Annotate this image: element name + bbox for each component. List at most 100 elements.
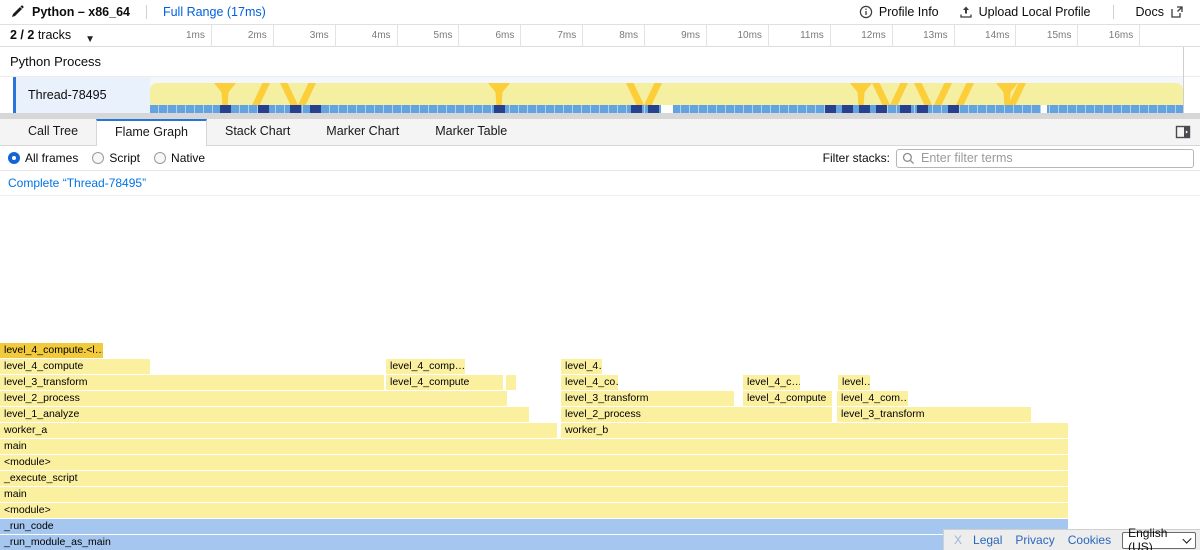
header-left: Python – x86_64 Full Range (17ms) [0,5,266,19]
docs-label: Docs [1135,5,1164,19]
cpu-dip-marker [872,83,890,105]
flame-frame[interactable]: _run_module_as_main [0,535,1068,550]
tracks-dropdown-arrow[interactable]: ▼ [85,34,95,45]
radio-native[interactable]: Native [154,151,205,165]
search-icon [902,152,915,165]
cpu-dip-marker [280,83,298,105]
cpu-dip-marker [934,83,952,105]
flame-frame[interactable]: level_4_compute [743,391,832,406]
footer-link-cookies[interactable]: Cookies [1067,533,1112,547]
radio-all-frames[interactable]: All frames [8,151,78,165]
flame-frame[interactable]: level_4_compute.<l… [0,343,103,358]
ruler-tick-label: 14ms [955,25,1017,47]
sample-segment-dark [310,105,321,113]
tracks-count-value: 2 / 2 [10,28,35,42]
flame-frame[interactable]: level… [838,375,870,390]
ruler-tick-label: 11ms [769,25,831,47]
panel-tabbar: Call Tree Flame Graph Stack Chart Marker Ch… [0,119,1200,146]
sidebar-toggle-icon[interactable] [1175,124,1191,140]
cpu-dip-marker [252,83,270,105]
thread-sample-strip[interactable] [150,105,1183,113]
ruler-tick-label: 7ms [521,25,584,47]
sample-segment-dark [648,105,659,113]
radio-script[interactable]: Script [92,151,140,165]
flame-frame[interactable]: level_4_co… [561,375,618,390]
filter-group: Filter stacks: [823,148,1194,168]
cpu-dip-marker [626,83,644,105]
flame-frame[interactable]: level_1_analyze [0,407,529,422]
language-select[interactable]: English (US) [1122,526,1196,550]
ruler-tick-label: 1ms [150,25,212,47]
profile-info-label: Profile Info [878,5,939,19]
profile-info-button[interactable]: Profile Info [853,3,945,21]
search-wrap [896,148,1194,168]
ruler-tick-label: 2ms [212,25,274,47]
flame-frame[interactable]: main [0,439,1068,454]
sample-gap [1041,105,1047,113]
cpu-dip-marker [214,83,236,105]
flame-frame[interactable]: worker_b [561,423,1068,438]
ruler-tick-label: 15ms [1016,25,1079,47]
timeline-ruler-row: 2 / 2 tracks ▼ 1ms 2ms 3ms 4ms 5ms 6ms 7ms 8ms 9… [0,25,1200,47]
cpu-dip-marker [956,83,974,105]
process-track-row[interactable]: Python Process [0,47,1200,77]
sample-segment-dark [220,105,231,113]
flame-frame[interactable]: level_4_com… [837,391,908,406]
flame-frame[interactable] [506,375,516,390]
tab-call-tree[interactable]: Call Tree [28,124,79,138]
sample-segment-dark [859,105,870,113]
thread-track-row[interactable]: Thread-78495 [0,77,1200,113]
cpu-dip-marker [850,83,872,105]
app-header: Python – x86_64 Full Range (17ms) Profil… [0,0,1200,25]
flame-frame[interactable]: level_2_process [0,391,507,406]
flame-graph-canvas[interactable]: level_4_compute.<l… level_4_compute level_… [0,196,1200,550]
flame-frame[interactable]: main [0,487,1068,502]
timeline-bottom-divider [0,113,1200,119]
radio-dot-icon [8,152,20,164]
tracks-right-edge [1183,47,1184,113]
footer-close-button[interactable]: X [954,533,963,547]
upload-profile-button[interactable]: Upload Local Profile [953,3,1097,21]
flame-frame[interactable]: level_2_process [561,407,832,422]
flame-frame[interactable]: level_4_comp… [386,359,465,374]
flame-frame[interactable]: level_3_transform [561,391,734,406]
full-range-link[interactable]: Full Range (17ms) [162,5,266,19]
thread-track-label-box[interactable]: Thread-78495 [13,77,150,113]
flame-frame[interactable]: level_3_transform [837,407,1031,422]
footer-link-legal[interactable]: Legal [973,533,1003,547]
flame-frame[interactable]: _execute_script [0,471,1068,486]
timeline-ruler: 1ms 2ms 3ms 4ms 5ms 6ms 7ms 8ms 9ms 10ms 11ms 12ms 1… [150,25,1141,47]
edit-pencil-icon[interactable] [10,5,24,19]
sample-segment-dark [948,105,959,113]
sample-gap [661,105,673,113]
header-divider-2 [1112,5,1114,19]
flame-frame[interactable]: level_4… [561,359,602,374]
tab-marker-table[interactable]: Marker Table [435,124,508,138]
flame-frame[interactable]: level_4_compute [386,375,503,390]
flame-frame[interactable]: _run_code [0,519,1068,534]
flame-frame[interactable]: level_4_c… [743,375,800,390]
flame-frame[interactable]: worker_a [0,423,557,438]
cpu-dip-marker [644,83,662,105]
process-track-label: Python Process [10,54,102,69]
info-icon [859,5,873,19]
tracks-count: 2 / 2 tracks ▼ [0,25,150,47]
breadcrumb-complete-thread[interactable]: Complete “Thread-78495” [8,176,147,190]
tab-flame-graph[interactable]: Flame Graph [96,119,207,146]
flame-frame[interactable]: level_4_compute [0,359,150,374]
flame-frame[interactable]: <module> [0,455,1068,470]
cpu-dip-marker [488,83,510,105]
docs-link[interactable]: Docs [1130,3,1190,21]
footer-link-privacy[interactable]: Privacy [1015,533,1055,547]
tab-stack-chart[interactable]: Stack Chart [224,124,291,138]
ruler-tick-label: 16ms [1078,25,1141,47]
flame-frame[interactable]: <module> [0,503,1068,518]
flame-frame[interactable]: level_3_transform [0,375,384,390]
filter-stacks-input[interactable] [896,148,1194,168]
upload-profile-label: Upload Local Profile [978,5,1091,19]
sample-segment-dark [917,105,928,113]
tab-marker-chart[interactable]: Marker Chart [326,124,400,138]
footer-links: Legal Privacy Cookies [973,533,1111,547]
profile-title: Python – x86_64 [32,5,130,19]
